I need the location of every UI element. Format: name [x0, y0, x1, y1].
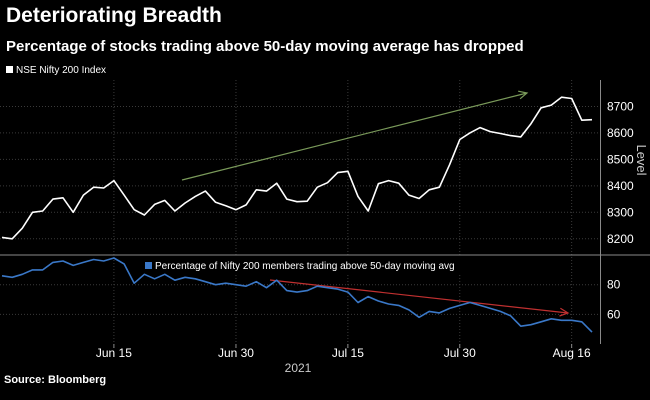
y-axis-label: Level: [634, 144, 649, 175]
chart-title: Deteriorating Breadth: [6, 4, 222, 27]
uptrend-arrow: [181, 92, 528, 181]
x-tick-label: Jun 30: [218, 346, 254, 360]
downtrend-arrow-head: [559, 307, 570, 317]
downtrend-arrow: [269, 279, 569, 314]
bottom-legend-box: [140, 257, 480, 273]
top-legend-label: NSE Nifty 200 Index: [16, 65, 106, 76]
top-y-tick-label: 8300: [607, 205, 634, 219]
top-y-tick-label: 8200: [607, 232, 634, 246]
source-note: Source: Bloomberg: [4, 374, 107, 386]
top-y-tick-label: 8500: [607, 152, 634, 166]
breadth-line: [1, 257, 593, 333]
x-tick-label: Jul 15: [332, 346, 364, 360]
top-legend-swatch: [6, 66, 13, 73]
year-label: 2021: [285, 361, 312, 375]
x-tick-label: Jun 15: [96, 346, 132, 360]
bottom-y-tick-label: 80: [607, 278, 621, 292]
bottom-legend-swatch: [145, 262, 152, 269]
top-y-tick-label: 8400: [607, 179, 634, 193]
index-line: [1, 96, 593, 240]
top-y-tick-label: 8700: [607, 99, 634, 113]
bottom-legend-label: Percentage of Nifty 200 members trading …: [155, 261, 455, 272]
x-tick-label: Aug 16: [553, 346, 591, 360]
top-panel-bottom-border: [0, 254, 650, 256]
bottom-y-tick-label: 60: [607, 307, 621, 321]
uptrend-arrow-head: [518, 90, 529, 100]
top-y-tick-label: 8600: [607, 126, 634, 140]
chart-subtitle: Percentage of stocks trading above 50-da…: [6, 38, 524, 55]
x-tick-label: Jul 30: [444, 346, 476, 360]
